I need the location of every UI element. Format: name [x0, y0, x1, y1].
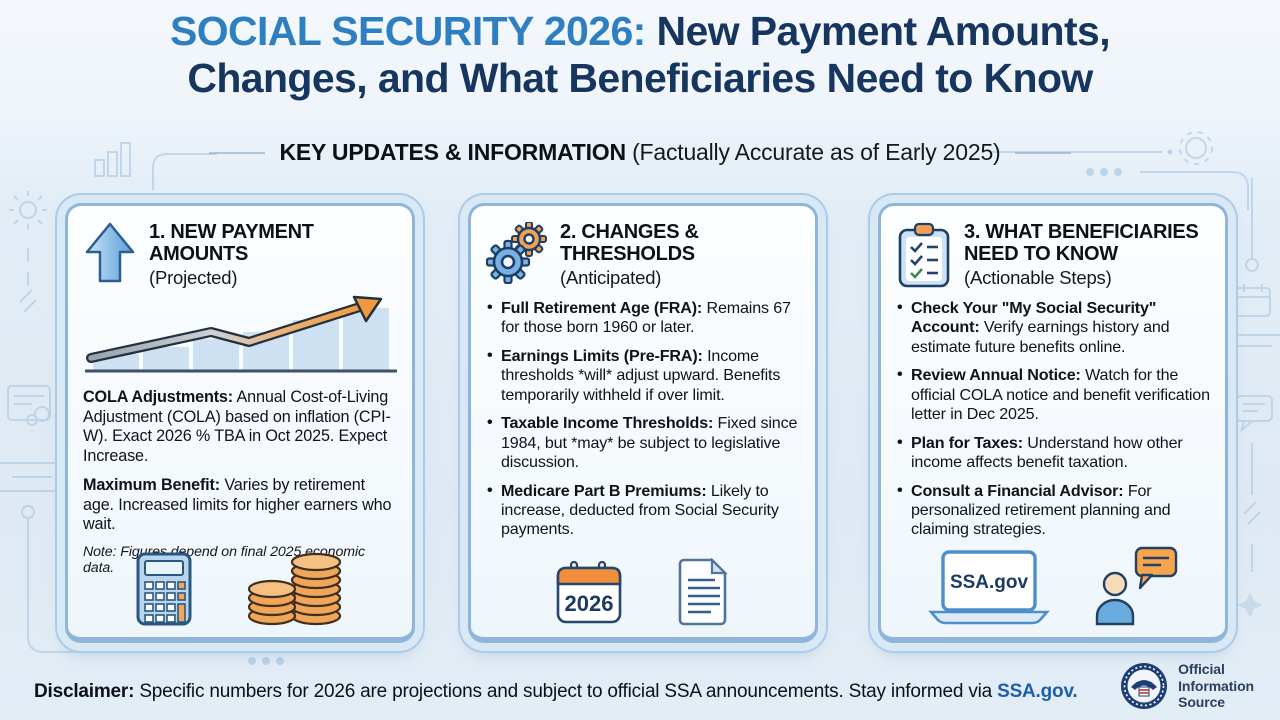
card1-title: 1. NEW PAYMENT AMOUNTS — [149, 221, 314, 266]
header: SOCIAL SECURITY 2026: New Payment Amount… — [0, 8, 1280, 102]
clipboard-checklist-icon — [898, 222, 950, 288]
page-title-line2: Changes, and What Beneficiaries Need to … — [187, 55, 1093, 102]
coins-icon — [247, 552, 342, 626]
person-chat-icon — [1095, 546, 1178, 626]
list-item: Full Retirement Age (FRA): Remains 67 fo… — [486, 298, 800, 338]
card2-subtitle: (Anticipated) — [560, 266, 662, 288]
subheader-normal: (Factually Accurate as of Early 2025) — [625, 139, 1001, 165]
subheader: KEY UPDATES & INFORMATION (Factually Acc… — [0, 139, 1280, 166]
list-item: Check Your "My Social Security" Account:… — [896, 298, 1210, 357]
disclaimer: Disclaimer: Specific numbers for 2026 ar… — [34, 681, 1078, 703]
bullet-list: Full Retirement Age (FRA): Remains 67 fo… — [486, 298, 800, 540]
card3-title: 3. WHAT BENEFICIARIES NEED TO KNOW — [964, 221, 1199, 266]
card-gear-outline-icon — [7, 385, 51, 426]
calendar-icon: 2026 — [556, 560, 622, 624]
list-item: Review Annual Notice: Watch for the offi… — [896, 365, 1210, 424]
disclaimer-text: Specific numbers for 2026 are projection… — [134, 681, 998, 702]
subheader-bold: KEY UPDATES & INFORMATION — [279, 139, 626, 165]
bullet-list: Check Your "My Social Security" Account:… — [896, 298, 1210, 540]
calendar-outline-icon — [1235, 284, 1271, 317]
sun-icon — [9, 191, 47, 229]
growth-chart-icon — [83, 294, 397, 379]
list-item: Taxable Income Thresholds: Fixed since 1… — [486, 413, 800, 472]
divider-line — [209, 151, 266, 154]
gears-icon — [486, 222, 547, 284]
chat-bubble-outline-icon — [1235, 395, 1273, 433]
card1-subtitle: (Projected) — [149, 266, 238, 288]
card3-subtitle: (Actionable Steps) — [964, 266, 1112, 288]
ssa-gov-link[interactable]: SSA.gov. — [997, 681, 1078, 702]
up-arrow-icon — [85, 222, 135, 283]
title-highlight: SOCIAL SECURITY 2026: — [169, 8, 646, 54]
paragraph: Maximum Benefit: Varies by retirement ag… — [83, 475, 392, 534]
list-item: Plan for Taxes: Understand how other inc… — [896, 433, 1210, 473]
official-source-badge: Official Information Source — [1119, 661, 1254, 711]
list-item: Medicare Part B Premiums: Likely to incr… — [486, 481, 800, 540]
card-beneficiaries-need-to-know: 3. WHAT BENEFICIARIES NEED TO KNOW (Acti… — [878, 203, 1228, 643]
svg-text:2026: 2026 — [565, 591, 614, 616]
star-icon — [1237, 592, 1263, 618]
laptop-icon: SSA.gov — [928, 550, 1050, 625]
card-changes-thresholds: 2. CHANGES & THRESHOLDS (Anticipated) Fu… — [468, 203, 818, 643]
paragraph: COLA Adjustments: Annual Cost-of-Living … — [83, 387, 391, 466]
title-rest: New Payment Amounts, — [645, 8, 1111, 54]
calculator-icon — [136, 552, 192, 626]
svg-text:SSA.gov: SSA.gov — [950, 572, 1029, 593]
badge-text: Official Information Source — [1178, 661, 1254, 711]
ssa-seal-icon — [1121, 663, 1168, 709]
list-item: Consult a Financial Advisor: For persona… — [896, 481, 1210, 540]
card2-title: 2. CHANGES & THRESHOLDS — [560, 221, 699, 266]
divider-line — [1014, 151, 1071, 154]
document-icon — [678, 558, 728, 626]
card-new-payment-amounts: 1. NEW PAYMENT AMOUNTS (Projected) — [65, 203, 415, 643]
disclaimer-lead: Disclaimer: — [34, 681, 135, 702]
list-item: Earnings Limits (Pre-FRA): Income thresh… — [486, 346, 800, 405]
page-title: SOCIAL SECURITY 2026: New Payment Amount… — [0, 8, 1280, 55]
